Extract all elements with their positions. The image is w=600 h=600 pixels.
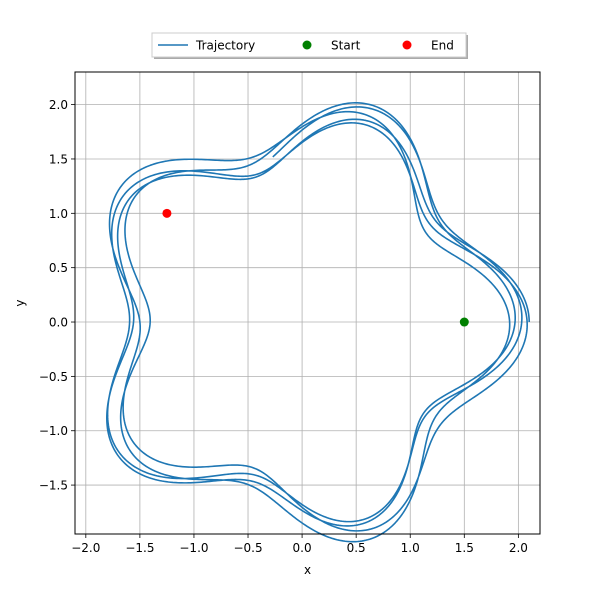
- legend-end-swatch: [402, 40, 412, 50]
- y-tick-label: 0.5: [49, 261, 68, 275]
- x-tick-label: 1.0: [401, 541, 420, 555]
- x-tick-label: −0.5: [233, 541, 262, 555]
- y-tick-label: −0.5: [39, 370, 68, 384]
- trajectory-layer: [106, 102, 530, 543]
- y-tick-label: 2.0: [49, 98, 68, 112]
- x-tick-label: 0.0: [293, 541, 312, 555]
- x-tick-label: −1.0: [179, 541, 208, 555]
- start-point: [459, 317, 469, 327]
- x-tick-label: 1.5: [455, 541, 474, 555]
- legend: Trajectory Start End: [151, 32, 468, 59]
- y-axis-label: y: [13, 299, 27, 306]
- x-axis-label: x: [304, 563, 311, 577]
- y-tick-label: 1.5: [49, 152, 68, 166]
- y-tick-label: −1.0: [39, 424, 68, 438]
- legend-start-swatch: [302, 40, 312, 50]
- legend-trajectory-label: Trajectory: [195, 39, 255, 53]
- endpoint-markers: [162, 208, 469, 327]
- legend-end-label: End: [431, 39, 454, 53]
- y-tick-label: 0.0: [49, 316, 68, 330]
- plot-frame: [74, 71, 541, 535]
- x-tick-label: 2.0: [509, 541, 528, 555]
- y-tick-label: 1.0: [49, 207, 68, 221]
- x-axis-ticks: −2.0 −1.5 −1.0 −0.5 0.0 0.5 1.0 1.5 2.0: [71, 534, 528, 555]
- x-tick-label: 0.5: [347, 541, 366, 555]
- x-tick-label: −1.5: [125, 541, 154, 555]
- trajectory-line: [106, 102, 530, 543]
- y-axis-ticks: −1.5 −1.0 −0.5 0.0 0.5 1.0 1.5 2.0: [39, 98, 75, 493]
- end-point: [162, 208, 172, 218]
- y-tick-label: −1.5: [39, 479, 68, 493]
- legend-start-label: Start: [331, 39, 361, 53]
- x-tick-label: −2.0: [71, 541, 100, 555]
- legend-box: [151, 32, 467, 58]
